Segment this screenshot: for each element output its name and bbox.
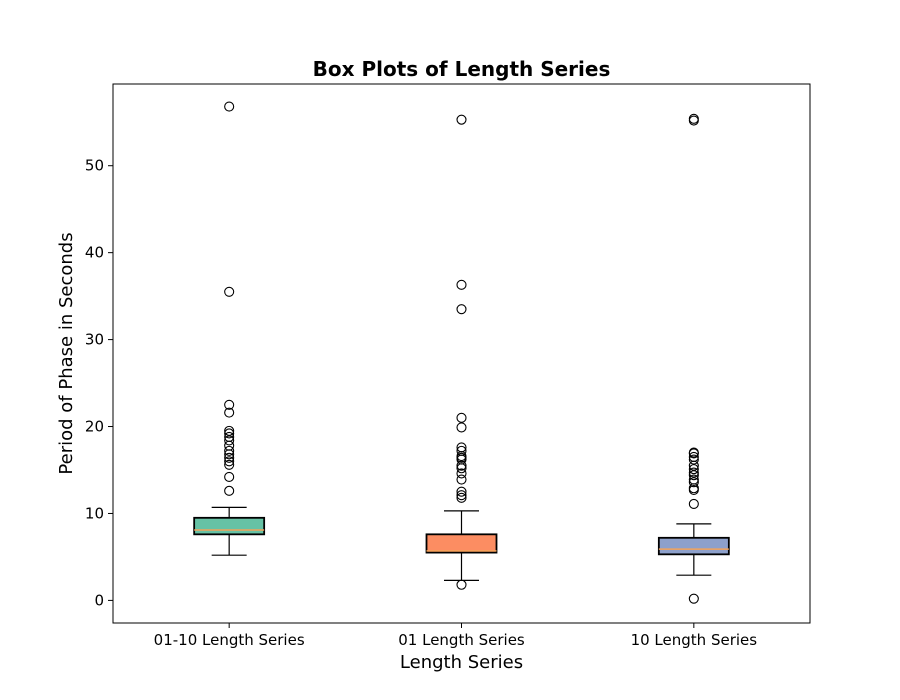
y-tick-label: 0	[94, 591, 104, 609]
y-tick-label: 30	[85, 331, 104, 349]
x-axis-label: Length Series	[400, 652, 523, 673]
outlier-point	[456, 468, 467, 479]
outlier-point	[224, 399, 235, 410]
x-tick-label: 01 Length Series	[398, 631, 525, 649]
chart-title: Box Plots of Length Series	[313, 57, 611, 81]
y-tick-label: 20	[85, 418, 104, 436]
outlier-point	[456, 460, 467, 471]
outlier-point	[456, 490, 467, 501]
y-tick-label: 40	[85, 244, 104, 262]
box-group	[193, 101, 266, 556]
outlier-point	[456, 442, 467, 453]
outlier-point	[456, 422, 467, 433]
outlier-point	[688, 593, 699, 604]
box-group	[425, 114, 498, 590]
outlier-point	[224, 471, 235, 482]
outlier-point	[224, 459, 235, 470]
outlier-point	[224, 407, 235, 418]
y-axis-label: Period of Phase in Seconds	[56, 232, 77, 474]
outlier-point	[224, 428, 235, 439]
iqr-box	[657, 536, 730, 556]
outlier-point	[224, 445, 235, 456]
outlier-point	[224, 440, 235, 451]
outlier-point	[456, 579, 467, 590]
outlier-point	[456, 114, 467, 125]
y-tick-label: 50	[85, 157, 104, 175]
outlier-point	[688, 498, 699, 509]
outlier-point	[224, 425, 235, 436]
outlier-point	[688, 113, 699, 124]
outlier-point	[688, 447, 699, 458]
outlier-point	[224, 286, 235, 297]
outlier-point	[688, 464, 699, 475]
outlier-point	[456, 279, 467, 290]
iqr-box	[193, 516, 266, 536]
outlier-point	[224, 485, 235, 496]
outlier-point	[688, 474, 699, 485]
x-axis: 01-10 Length Series 01 Length Series 10 Le…	[154, 623, 758, 649]
outlier-point	[688, 451, 699, 463]
plot-area	[193, 101, 730, 604]
y-tick-label: 10	[85, 504, 104, 522]
outlier-point	[224, 456, 235, 467]
outlier-point	[456, 445, 467, 456]
outlier-point	[456, 304, 467, 315]
outlier-point	[688, 470, 699, 481]
outlier-point	[688, 454, 699, 465]
outlier-point	[456, 474, 467, 485]
outlier-point	[224, 431, 235, 443]
x-tick-label: 01-10 Length Series	[154, 631, 305, 649]
outlier-point	[688, 477, 699, 488]
x-tick-label: 10 Length Series	[631, 631, 758, 649]
outlier-point	[456, 486, 467, 497]
outlier-point	[224, 452, 235, 463]
outlier-point	[224, 101, 235, 112]
outlier-point	[224, 435, 235, 446]
box-group	[657, 113, 730, 604]
outlier-point	[456, 412, 467, 423]
outlier-point	[456, 492, 467, 503]
iqr-box	[425, 533, 498, 554]
outlier-point	[688, 467, 699, 478]
y-axis: 0 10 20 30 40 50	[85, 157, 113, 609]
